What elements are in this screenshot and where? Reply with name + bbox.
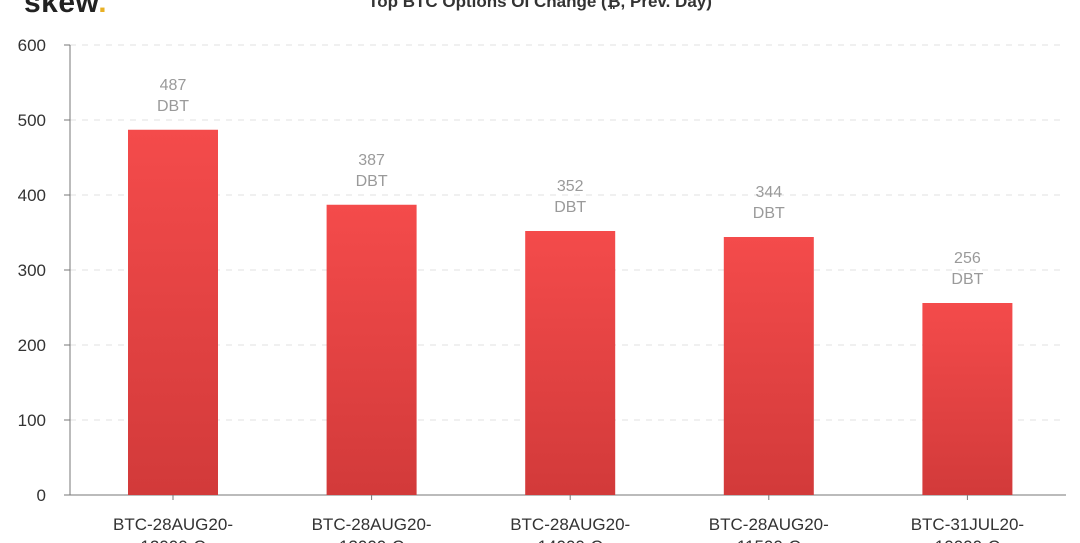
y-tick-label: 0 [37,486,46,505]
x-tick-label: BTC-31JUL20- [911,515,1024,534]
axes: 0 100 200 300 400 500 600 [18,36,1066,505]
y-tick-label: 200 [18,336,46,355]
bar [525,231,616,495]
bar-value-label: 387 [358,152,385,169]
x-tick-label: BTC-28AUG20- [709,515,829,534]
y-tick-label: 400 [18,186,46,205]
x-tick-label: BTC-28AUG20- [312,515,432,534]
bar [128,129,218,495]
bar-value-label: 352 [557,178,584,195]
bars [128,129,1013,495]
bar [326,204,417,495]
bar-unit-label: DBT [554,199,586,216]
x-tick-label: BTC-28AUG20- [510,515,630,534]
bar [723,237,814,495]
y-tick-label: 500 [18,111,46,130]
x-tick-label: BTC-28AUG20- [113,515,233,534]
y-tick-label: 100 [18,411,46,430]
x-tick-label-line2: 11500-C [737,537,801,543]
labels: 487 DBT BTC-28AUG20- 12000-C 387 DBT BTC-28AUG… [113,77,1024,543]
bar-unit-label: DBT [356,173,388,190]
bar-value-label: 256 [954,250,981,267]
bar-value-label: 344 [755,184,782,201]
x-tick-label-line2: 10000-C [935,537,1000,543]
bar [922,303,1013,495]
y-tick-label: 300 [18,261,46,280]
bar-unit-label: DBT [753,205,785,222]
y-tick-label: 600 [18,36,46,55]
x-tick-label-line2: 13000-C [339,537,404,543]
bar-value-label: 487 [160,77,187,94]
chart-title: Top BTC Options OI Change (₿, Prev. Day) [368,0,712,11]
x-tick-label-line2: 14000-C [538,537,603,543]
x-tick-label-line2: 12000-C [140,537,205,543]
skew-logo: skew. [24,0,108,19]
bar-unit-label: DBT [951,271,983,288]
bar-unit-label: DBT [157,98,189,115]
